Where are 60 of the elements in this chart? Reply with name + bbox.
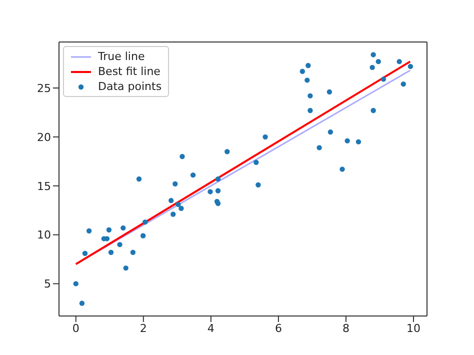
point — [170, 212, 176, 217]
y-tick-label: 5 — [44, 278, 51, 291]
point — [106, 227, 112, 232]
point — [356, 139, 362, 144]
x-tick-label: 2 — [140, 322, 147, 335]
point — [180, 154, 185, 160]
point — [316, 145, 322, 150]
point — [300, 68, 306, 74]
y-tick-label: 10 — [37, 228, 51, 242]
point — [256, 182, 261, 188]
point — [340, 166, 345, 172]
point — [120, 225, 126, 231]
point — [123, 265, 128, 271]
legend-label: Best fit line — [98, 64, 160, 79]
point — [408, 64, 414, 70]
legend-label: True line — [98, 49, 145, 64]
point — [328, 129, 334, 135]
point — [172, 181, 178, 186]
point — [380, 76, 386, 82]
point — [73, 281, 78, 286]
point — [136, 176, 142, 182]
point — [208, 189, 213, 194]
point — [400, 81, 406, 87]
point — [142, 219, 148, 225]
point — [254, 160, 259, 165]
point — [215, 188, 221, 194]
point — [140, 233, 146, 238]
point — [262, 134, 268, 140]
x-tick-label: 8 — [342, 322, 350, 335]
point — [117, 242, 122, 248]
point — [306, 62, 311, 68]
point — [308, 108, 313, 114]
point — [370, 52, 376, 58]
point — [82, 250, 88, 256]
point — [344, 138, 350, 144]
y-tick-label: 25 — [37, 82, 51, 95]
y-tick-label: 15 — [37, 180, 51, 193]
point — [178, 206, 184, 211]
point — [376, 58, 381, 64]
point — [370, 108, 376, 114]
x-tick-label: 6 — [274, 322, 282, 335]
point — [304, 78, 310, 83]
point — [108, 250, 114, 255]
point — [224, 149, 230, 154]
point — [79, 300, 85, 306]
x-tick-label: 10 — [406, 322, 420, 335]
legend-label: Data points — [98, 79, 162, 94]
point — [190, 172, 196, 178]
point — [215, 176, 221, 182]
point — [308, 93, 313, 98]
point — [176, 202, 181, 208]
point — [396, 58, 402, 64]
x-tick-label: 0 — [72, 322, 80, 335]
point — [326, 89, 332, 95]
y-tick-label: 20 — [37, 130, 51, 144]
point — [168, 198, 174, 204]
point — [86, 228, 92, 234]
point — [370, 64, 375, 70]
x-tick-label: 4 — [207, 322, 214, 335]
point — [130, 250, 136, 255]
